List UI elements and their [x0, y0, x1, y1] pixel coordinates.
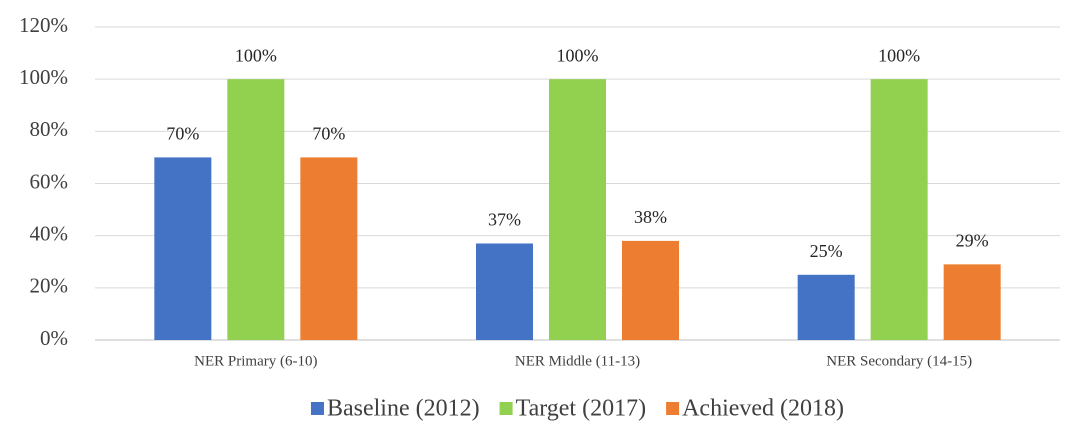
- data-label: 100%: [878, 45, 920, 65]
- legend-label: Baseline (2012): [327, 396, 480, 422]
- y-tick-label: 0%: [40, 326, 68, 350]
- bar: [943, 264, 1001, 340]
- bar: [549, 79, 606, 341]
- legend-swatch: [666, 402, 680, 415]
- y-tick-label: 80%: [30, 117, 69, 141]
- bar: [227, 79, 285, 341]
- bar: [870, 79, 928, 341]
- y-tick-label: 120%: [19, 13, 68, 37]
- y-tick-label: 20%: [30, 274, 69, 298]
- x-tick-label: NER Middle (11-13): [515, 353, 640, 369]
- bar: [476, 243, 533, 340]
- y-tick-label: 100%: [19, 65, 68, 89]
- data-label: 100%: [235, 45, 277, 65]
- x-tick-label: NER Secondary (14-15): [826, 353, 972, 369]
- data-label: 37%: [488, 210, 521, 230]
- legend-swatch: [310, 402, 324, 415]
- y-tick-label: 60%: [30, 169, 69, 193]
- bar: [300, 157, 358, 340]
- legend-label: Achieved (2018): [682, 396, 844, 422]
- y-tick-label: 40%: [30, 221, 69, 245]
- legend-swatch: [499, 402, 513, 415]
- bar: [797, 274, 855, 340]
- data-label: 25%: [810, 241, 843, 261]
- bar: [154, 157, 212, 340]
- data-label: 38%: [634, 207, 667, 227]
- data-label: 70%: [312, 124, 345, 144]
- bar: [622, 240, 679, 340]
- data-label: 100%: [557, 45, 599, 65]
- data-label: 70%: [166, 124, 199, 144]
- data-label: 29%: [956, 230, 989, 250]
- legend-label: Target (2017): [516, 396, 647, 422]
- x-tick-label: NER Primary (6-10): [194, 353, 317, 369]
